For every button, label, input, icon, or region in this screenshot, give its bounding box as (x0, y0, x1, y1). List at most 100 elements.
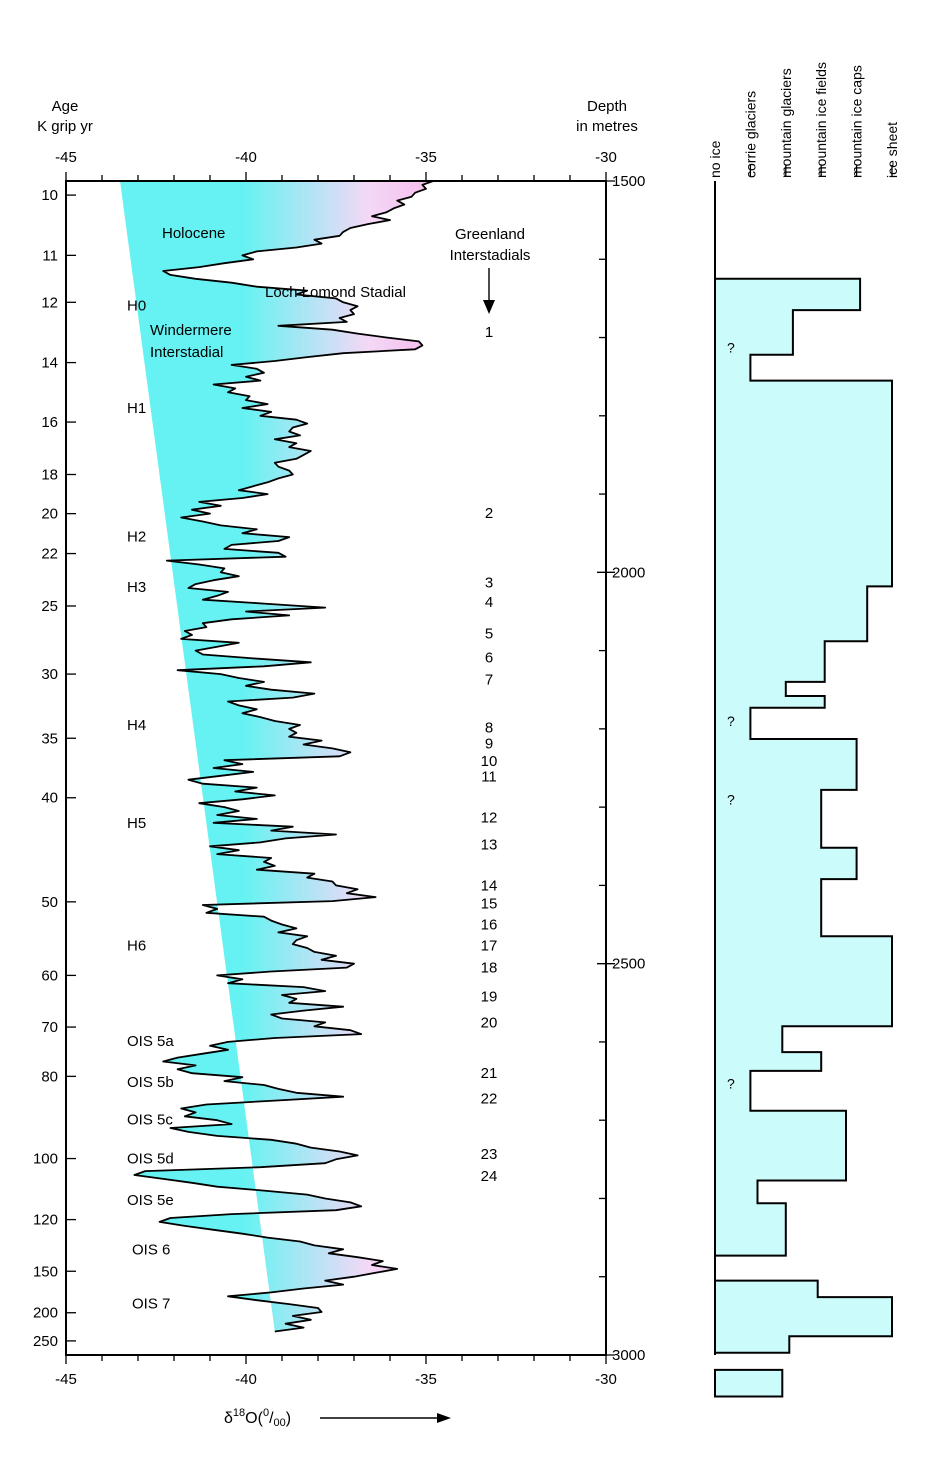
question-mark: ? (727, 713, 735, 729)
interstadial-number: 12 (481, 809, 498, 826)
interstadial-number: 22 (481, 1090, 498, 1107)
bottom-tick-label: -35 (415, 1371, 437, 1388)
age-tick-label: 250 (33, 1333, 58, 1350)
age-tick-label: 150 (33, 1263, 58, 1280)
category-header: no ice (707, 140, 723, 178)
depth-axis-title-line1: Depth (587, 98, 627, 115)
top-tick-label: -35 (415, 149, 437, 166)
interstadial-number: 20 (481, 1014, 498, 1031)
ois-label: OIS 5b (127, 1074, 174, 1091)
interstadial-number: 23 (481, 1146, 498, 1163)
heinrich-label: H0 (127, 297, 146, 314)
interstadial-number: 19 (481, 989, 498, 1006)
ois-label: OIS 5a (127, 1033, 174, 1050)
svg-text:δ18O(0/00): δ18O(0/00) (224, 1407, 291, 1429)
greenland-arrow (483, 268, 495, 314)
plot-frame (65, 180, 607, 1356)
age-tick-label: 60 (41, 967, 58, 984)
label-holocene: Holocene (162, 225, 225, 242)
age-axis-ticks: 10 11 12 14 16 18 20 22 25 30 35 40 50 60 70 80 100 120 15… (33, 187, 76, 1350)
category-header: mountain ice fields (813, 62, 829, 178)
glaciation-panel: no ice corrie glaciers mountain glaciers mo… (707, 62, 900, 1398)
age-tick-label: 100 (33, 1151, 58, 1168)
age-tick-label: 14 (41, 355, 58, 372)
depth-axis-ticks: 1500 2000 2500 3000 (597, 173, 645, 1364)
age-tick-label: 22 (41, 546, 58, 563)
label-loch-lomond: Loch Lomond Stadial (265, 284, 406, 301)
age-tick-label: 35 (41, 730, 58, 747)
interstadial-number: 6 (485, 650, 493, 667)
glaciation-category-headers: no ice corrie glaciers mountain glaciers mo… (707, 62, 900, 178)
heinrich-label: H3 (127, 579, 146, 596)
age-tick-label: 50 (41, 894, 58, 911)
uncertainty-marks: ???? (727, 340, 735, 1092)
label-windermere-line1: Windermere (150, 322, 232, 339)
ois-label: OIS 7 (132, 1295, 170, 1312)
heinrich-label: H1 (127, 400, 146, 417)
top-axis-ticks: -45 -40 -35 -30 (55, 149, 617, 181)
heinrich-label: H6 (127, 938, 146, 955)
interstadial-number: 18 (481, 960, 498, 977)
age-tick-label: 120 (33, 1212, 58, 1229)
age-axis-title-line1: Age (52, 98, 79, 115)
age-tick-label: 25 (41, 598, 58, 615)
interstadial-number: 24 (481, 1168, 498, 1185)
depth-tick-label: 3000 (612, 1347, 645, 1364)
label-greenland-line1: Greenland (455, 226, 525, 243)
depth-tick-label: 2500 (612, 956, 645, 973)
label-greenland-line2: Interstadials (450, 247, 531, 264)
top-tick-label: -40 (235, 149, 257, 166)
ois-label: OIS 5e (127, 1192, 174, 1209)
isotope-panel: -45 -40 -35 -30 -45 -40 -35 -30 10111214161820… (33, 98, 645, 1429)
interstadial-number: 9 (485, 736, 493, 753)
heinrich-labels: H0 H1 H2 H3 H4 H5 H6 (127, 297, 146, 954)
interstadial-number: 21 (481, 1065, 498, 1082)
age-tick-label: 10 (41, 187, 58, 204)
age-tick-label: 12 (41, 294, 58, 311)
age-tick-label: 20 (41, 506, 58, 523)
x-axis-label: δ18O(0/00) (224, 1407, 451, 1429)
top-tick-label: -30 (595, 149, 617, 166)
age-tick-label: 80 (41, 1068, 58, 1085)
heinrich-label: H5 (127, 815, 146, 832)
ois-label: OIS 5c (127, 1111, 173, 1128)
interstadial-number: 3 (485, 575, 493, 592)
age-tick-label: 200 (33, 1305, 58, 1322)
interstadial-number: 15 (481, 895, 498, 912)
ois-label: OIS 6 (132, 1241, 170, 1258)
category-header: corrie glaciers (742, 91, 758, 178)
interstadial-number: 4 (485, 594, 493, 611)
top-tick-label: -45 (55, 149, 77, 166)
age-tick-label: 70 (41, 1019, 58, 1036)
isotope-curve (133, 180, 434, 1333)
interstadial-number: 17 (481, 938, 498, 955)
depth-tick-label: 1500 (612, 173, 645, 190)
age-tick-label: 40 (41, 790, 58, 807)
interstadial-number: 11 (481, 769, 497, 786)
interstadial-number: 5 (485, 625, 493, 642)
age-axis-title-line2: K grip yr (37, 118, 93, 135)
interstadial-number: 1 (485, 324, 493, 341)
interstadial-number: 16 (481, 917, 498, 934)
bottom-axis-ticks: -45 -40 -35 -30 (55, 1355, 617, 1388)
glaciation-area (714, 277, 893, 1398)
age-tick-label: 11 (42, 247, 58, 264)
heinrich-label: H2 (127, 528, 146, 545)
age-tick-label: 18 (41, 467, 58, 484)
interstadial-number: 13 (481, 837, 498, 854)
bottom-tick-label: -40 (235, 1371, 257, 1388)
ois-labels: OIS 5a OIS 5b OIS 5c OIS 5d OIS 5e OIS 6 OIS 7 (127, 1033, 174, 1312)
category-header: mountain glaciers (778, 68, 794, 178)
interstadial-number: 8 (485, 719, 493, 736)
label-windermere-line2: Interstadial (150, 344, 223, 361)
depth-tick-label: 2000 (612, 564, 645, 581)
question-mark: ? (727, 340, 735, 356)
bottom-tick-label: -30 (595, 1371, 617, 1388)
depth-axis-title-line2: in metres (576, 118, 638, 135)
category-header: mountain ice caps (849, 65, 865, 178)
age-tick-label: 30 (41, 666, 58, 683)
interstadial-number: 14 (481, 877, 498, 894)
